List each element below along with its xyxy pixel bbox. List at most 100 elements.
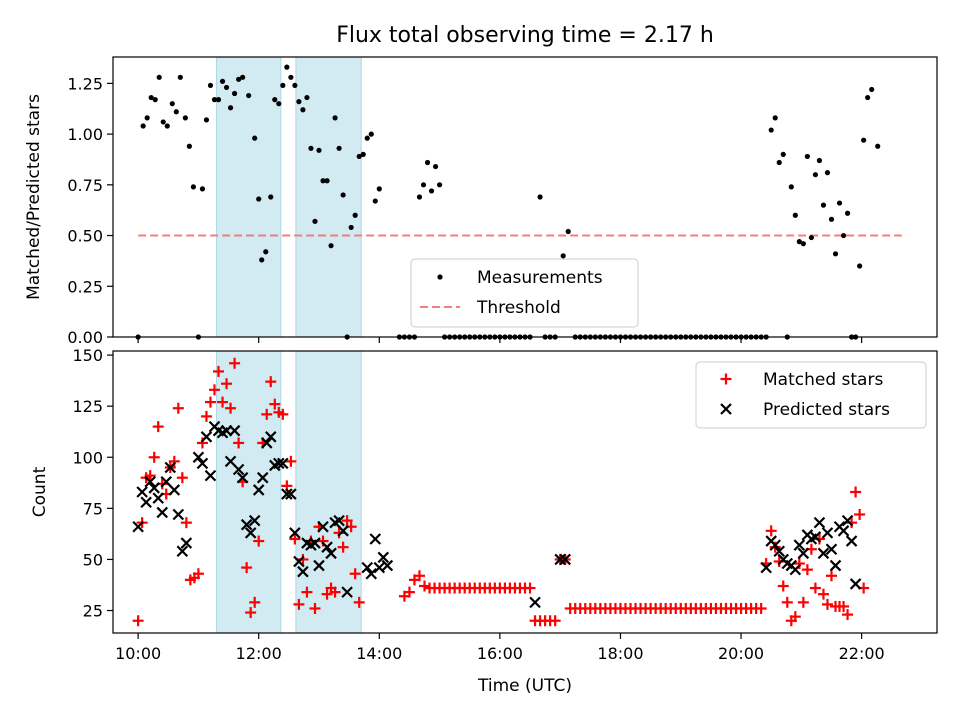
predicted-star-point [317,520,329,533]
x-stroke-b [240,518,253,531]
matched-star-point [217,396,229,408]
predicted-star-point [369,533,382,545]
measurement-point [332,115,338,121]
predicted-star-point [264,431,277,443]
x-stroke-b [248,514,261,527]
measurement-point [140,123,146,129]
predicted-star-point [293,555,305,568]
bottom-y-axis-label: Count [30,466,50,517]
matched-star-point [132,615,144,627]
x-stroke-b [164,461,177,474]
x-stroke-b [285,488,297,500]
predicted-star-point [168,484,181,496]
x-stroke-b [281,488,293,500]
predicted-star-point [252,484,265,496]
x-stroke-b [260,437,273,449]
x-stroke-b [160,476,173,488]
measurement-point [836,200,843,206]
predicted-star-point [333,514,345,527]
matched-star-point [846,517,858,529]
matched-star-point [261,408,273,420]
x-stroke-b [841,514,854,527]
matched-star-point [192,568,204,580]
y-tick-label: 0.00 [67,328,103,347]
x-tick-label: 10:00 [115,644,161,663]
legend-measurements-marker [437,274,443,280]
y-tick-label: 1.00 [67,125,103,144]
top-plot-frame [112,56,938,338]
matched-star-point [813,533,825,545]
matched-star-point [204,396,216,408]
measurement-point [199,186,206,192]
x-stroke-b [773,545,786,558]
matched-star-point [253,535,265,547]
matched-star-point [317,535,329,547]
matched-star-point [321,588,333,600]
measurement-point [348,224,354,231]
predicted-star-point [248,514,261,527]
predicted-star-point [325,547,337,560]
predicted-star-point [337,525,349,537]
predicted-star-point [837,525,850,537]
matched-star-point [293,598,305,610]
legend-matched-marker [720,373,732,385]
predicted-star-point [256,471,269,484]
measurement-point [169,101,175,107]
measurement-point [372,198,378,204]
measurement-point [203,117,210,123]
measurement-point [144,115,150,121]
predicted-star-point [132,520,144,533]
matched-star-point [180,517,192,529]
measurement-point [182,115,188,121]
measurement-point [231,90,238,97]
measurement-point [420,182,427,188]
x-stroke-b [224,455,237,468]
predicted-star-point [769,539,781,551]
measurement-point [436,182,443,188]
x-stroke-b [232,463,245,476]
matched-star-point [353,596,365,608]
predicted-star-point [313,559,325,572]
measurement-point [215,97,222,103]
legend-x-glyph [720,403,732,415]
legend-plus-glyph [720,373,732,385]
matched-star-point [817,588,829,600]
measurement-point [173,109,179,115]
measurement-point [300,107,306,113]
x-stroke-b [244,527,257,539]
predicted-star-point [773,545,786,558]
matched-star-point [329,586,341,598]
chart-title: Flux total observing time = 2.17 h [336,23,714,48]
x-stroke-b [381,559,394,572]
top-shaded-intervals [216,56,362,338]
measurement-point [186,143,192,149]
measurement-point [560,253,566,259]
matched-star-point [419,580,431,592]
x-stroke-b [341,586,353,598]
matched-star-point [297,553,309,565]
x-stroke-b [309,537,321,549]
predicted-star-point [260,437,273,449]
x-stroke-b [168,484,181,496]
measurement-point [808,234,814,241]
predicted-star-point [321,541,333,553]
matched-star-point [265,376,277,388]
predicted-star-point [236,471,249,484]
matched-star-point [229,357,241,369]
measurement-point [328,243,334,249]
measurement-point [268,194,274,200]
measurement-point [316,147,322,153]
measurement-point [263,249,269,255]
measurement-point [352,212,358,218]
predicted-star-point [277,457,289,470]
predicted-star-point [760,561,772,574]
measurement-point [152,97,158,103]
measurement-point [828,216,835,222]
top-y-axis-label: Matched/Predicted stars [24,94,44,300]
x-stroke-b [809,531,822,543]
predicted-star-point [232,463,245,476]
shaded-interval [295,350,362,634]
predicted-star-point [285,488,297,500]
x-stroke-b [781,557,794,570]
y-tick-label: 150 [72,346,103,365]
